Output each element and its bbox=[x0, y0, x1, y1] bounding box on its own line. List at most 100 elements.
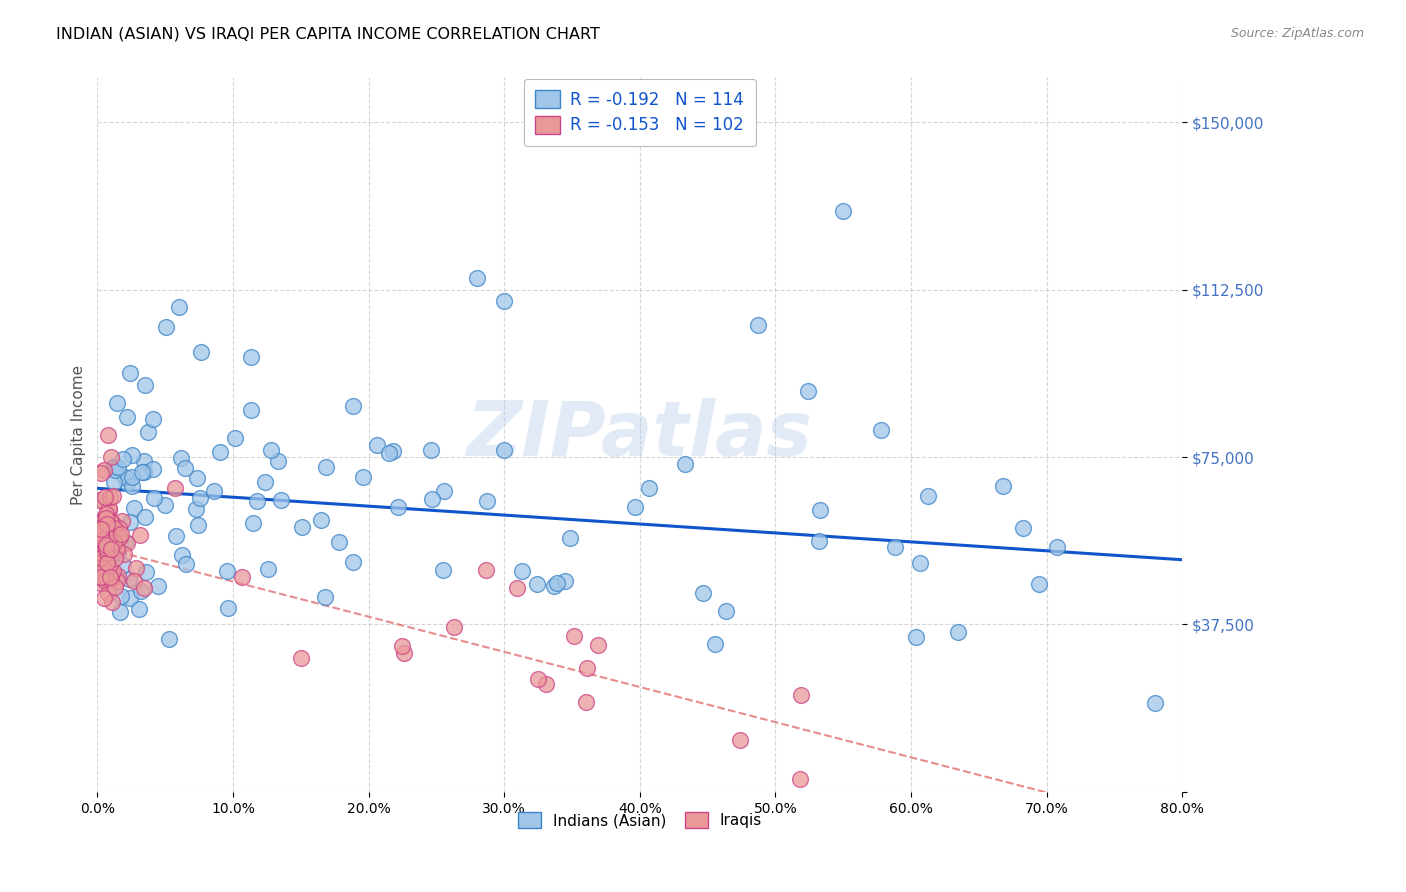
Point bbox=[104, 459, 127, 474]
Point bbox=[93, 591, 115, 606]
Point bbox=[89, 540, 111, 554]
Point bbox=[231, 570, 253, 584]
Point bbox=[174, 557, 197, 571]
Point bbox=[256, 561, 278, 575]
Point bbox=[382, 443, 405, 458]
Point bbox=[170, 548, 193, 562]
Point bbox=[505, 581, 527, 595]
Point bbox=[554, 574, 576, 588]
Point bbox=[134, 510, 156, 524]
Point bbox=[512, 564, 534, 578]
Point bbox=[260, 442, 283, 457]
Point bbox=[224, 431, 246, 445]
Point bbox=[703, 637, 725, 651]
Point bbox=[134, 378, 156, 392]
Point bbox=[564, 629, 586, 643]
Point bbox=[120, 366, 142, 380]
Point bbox=[870, 423, 893, 437]
Point bbox=[114, 534, 136, 549]
Point bbox=[98, 490, 121, 504]
Point bbox=[114, 470, 136, 484]
Point bbox=[120, 516, 142, 530]
Point bbox=[97, 500, 120, 515]
Point bbox=[188, 491, 211, 505]
Point bbox=[637, 481, 659, 495]
Point bbox=[89, 547, 111, 561]
Point bbox=[789, 772, 811, 786]
Point bbox=[131, 465, 153, 479]
Point bbox=[103, 535, 125, 549]
Point bbox=[115, 475, 138, 490]
Point bbox=[586, 638, 609, 652]
Point bbox=[100, 563, 122, 577]
Point bbox=[94, 538, 117, 552]
Point bbox=[1028, 577, 1050, 591]
Point bbox=[105, 541, 128, 555]
Point bbox=[105, 396, 128, 410]
Point bbox=[948, 624, 970, 639]
Point bbox=[96, 507, 118, 521]
Point bbox=[714, 604, 737, 618]
Point bbox=[808, 503, 831, 517]
Point bbox=[97, 542, 120, 557]
Y-axis label: Per Capita Income: Per Capita Income bbox=[72, 365, 86, 505]
Point bbox=[883, 540, 905, 554]
Point bbox=[169, 450, 191, 465]
Point bbox=[352, 469, 374, 483]
Point bbox=[101, 459, 124, 474]
Point bbox=[1046, 540, 1069, 554]
Point bbox=[105, 541, 128, 556]
Point bbox=[157, 632, 180, 646]
Point bbox=[146, 579, 169, 593]
Point bbox=[419, 443, 441, 458]
Point bbox=[94, 562, 117, 576]
Point bbox=[112, 547, 135, 561]
Point bbox=[94, 552, 117, 566]
Point bbox=[132, 582, 155, 596]
Point bbox=[96, 549, 118, 564]
Point bbox=[908, 556, 931, 570]
Point bbox=[128, 601, 150, 615]
Point bbox=[93, 511, 115, 525]
Point bbox=[543, 579, 565, 593]
Point bbox=[89, 569, 111, 583]
Point bbox=[125, 561, 148, 575]
Point bbox=[91, 558, 114, 573]
Point bbox=[575, 695, 598, 709]
Point bbox=[143, 491, 166, 505]
Point bbox=[142, 412, 165, 426]
Point bbox=[904, 630, 927, 644]
Point bbox=[94, 490, 117, 504]
Point bbox=[118, 591, 141, 605]
Point bbox=[443, 619, 465, 633]
Point bbox=[432, 484, 454, 499]
Point bbox=[1011, 521, 1033, 535]
Point bbox=[797, 384, 820, 398]
Point bbox=[184, 502, 207, 516]
Point bbox=[377, 446, 399, 460]
Point bbox=[165, 529, 187, 543]
Point bbox=[90, 522, 112, 536]
Text: Source: ZipAtlas.com: Source: ZipAtlas.com bbox=[1230, 27, 1364, 40]
Point bbox=[93, 565, 115, 579]
Point bbox=[108, 530, 131, 544]
Point bbox=[187, 517, 209, 532]
Point bbox=[105, 523, 128, 537]
Point bbox=[90, 545, 112, 559]
Point bbox=[311, 513, 333, 527]
Point bbox=[129, 528, 152, 542]
Point bbox=[100, 450, 122, 464]
Point bbox=[132, 465, 155, 479]
Point bbox=[107, 545, 129, 559]
Point bbox=[90, 576, 112, 591]
Point bbox=[186, 470, 208, 484]
Point bbox=[121, 469, 143, 483]
Point bbox=[96, 556, 118, 570]
Point bbox=[239, 403, 262, 417]
Point bbox=[291, 519, 314, 533]
Point bbox=[93, 573, 115, 587]
Point bbox=[420, 491, 443, 506]
Point bbox=[118, 572, 141, 586]
Point bbox=[202, 483, 225, 498]
Point bbox=[103, 521, 125, 535]
